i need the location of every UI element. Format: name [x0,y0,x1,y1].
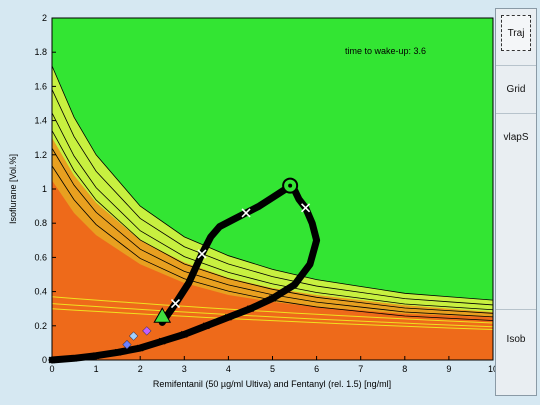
trajectory-tick [158,337,166,345]
y-tick-label: 1.8 [34,47,47,57]
x-tick-label: 10 [488,364,498,374]
trajectory-marker [170,299,181,309]
isobole-line [51,130,494,314]
y-tick-label: 0.4 [34,287,47,297]
trajectory-tick [92,352,100,360]
side-panel: Traj Grid vlapS Isob [495,8,537,396]
x-tick-label: 1 [94,364,99,374]
isobole-line [51,112,494,311]
low-isobole-line [51,303,494,328]
low-isobole-line [51,296,494,324]
x-tick-label: 6 [314,364,319,374]
traj-button-label: Traj [507,27,525,39]
trajectory-tick [202,322,210,330]
trajectory-tick [114,348,122,356]
trajectory-path [48,182,321,364]
y-tick-label: 2 [42,13,47,23]
x-axis-label: Remifentanil (50 µg/ml Ultiva) and Fenta… [153,379,391,389]
y-tick-label: 1 [42,184,47,194]
x-tick-label: 9 [446,364,451,374]
y-tick-label: 0.6 [34,252,47,262]
x-tick-label: 4 [226,364,231,374]
grid-button-label: Grid [506,83,526,95]
trajectory-tick [269,295,276,302]
isobole-line [51,165,494,321]
y-tick-label: 0 [42,355,47,365]
start-triangle-marker [153,307,172,323]
trajectory-tick [224,313,232,321]
y-tick-label: 1.4 [34,116,47,126]
trajectory-tick [180,330,188,338]
y-axis-label: Isoflurane [Vol.%] [8,154,18,224]
y-tick-label: 1.2 [34,150,47,160]
trajectory-marker [197,249,207,259]
separator [496,65,536,66]
x-tick-label: 0 [49,364,54,374]
x-tick-label: 2 [138,364,143,374]
isobole-line [51,148,494,318]
x-tick-label: 8 [402,364,407,374]
trajectory-tick [136,344,144,352]
time-to-wakeup-label: time to wake-up: 3.6 [345,46,426,56]
trajectory-marker [301,203,311,213]
low-isobole-line [51,308,494,331]
x-tick-label: 5 [270,364,275,374]
traj-button[interactable]: Traj [501,15,531,51]
x-tick-label: 7 [358,364,363,374]
y-tick-label: 1.6 [34,81,47,91]
trajectory-marker [241,208,251,218]
y-tick-label: 0.8 [34,218,47,228]
vlaps-button[interactable]: vlapS [496,119,536,155]
isobole-line [51,89,494,306]
y-tick-label: 0.2 [34,321,47,331]
isob-button-label: Isob [506,333,526,345]
vlaps-button-label: vlapS [503,131,529,143]
x-tick-label: 3 [182,364,187,374]
isobole-line [51,65,494,301]
separator [496,113,536,114]
separator [496,309,536,310]
trajectory-tick [247,305,254,313]
grid-button[interactable]: Grid [496,71,536,107]
current-point-center [288,183,293,188]
small-marker [122,340,132,350]
small-marker [142,326,152,336]
isob-button[interactable]: Isob [496,321,536,357]
small-marker [128,331,139,341]
